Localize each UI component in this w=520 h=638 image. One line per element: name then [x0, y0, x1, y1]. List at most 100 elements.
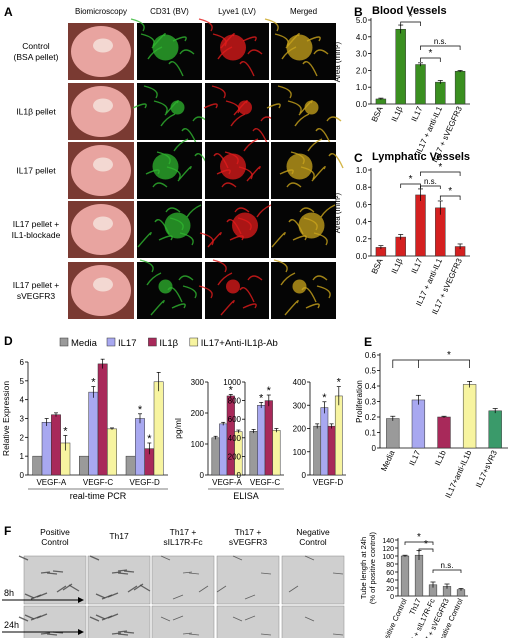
- significance-label: n.s.: [424, 177, 437, 186]
- bar: [107, 428, 117, 476]
- bar: [41, 422, 52, 476]
- bar: [437, 416, 451, 449]
- panel-d-charts: D Media IL17 IL1β IL17+Anti-IL1β-Ab 0 1 2 3 4 5 6 VE…: [1, 334, 346, 501]
- vessel-stroke: [315, 128, 331, 144]
- column-header: Control: [41, 537, 69, 547]
- y-tick-label: 0.6: [365, 351, 377, 360]
- tube-stroke: [46, 633, 58, 636]
- vessel-stroke: [143, 85, 158, 99]
- category-label: BSA: [370, 256, 385, 275]
- tube-stroke: [111, 632, 122, 635]
- fluorescence-blob: [238, 100, 252, 115]
- row-label: IL1-blockade: [12, 230, 61, 240]
- bar: [414, 554, 424, 597]
- category-label: Positive Control: [378, 597, 408, 638]
- y-tick-label: 2: [20, 433, 25, 442]
- bar: [435, 81, 446, 105]
- tube-stroke: [232, 616, 243, 622]
- vessel-stroke: [178, 275, 194, 281]
- fluorescence-blob: [226, 279, 240, 294]
- fluorescence-blob: [232, 212, 258, 239]
- y-axis-label: pg/ml: [173, 418, 183, 439]
- y-tick-label: 0: [372, 444, 377, 453]
- tube-formation-image: [151, 605, 215, 638]
- y-tick-label: 80: [386, 562, 394, 569]
- column-header: Th17 +: [235, 527, 262, 537]
- significance-bracket: [400, 21, 421, 26]
- vessel-stroke: [152, 182, 168, 188]
- y-axis-label: (% of positive control): [368, 531, 377, 604]
- y-tick-label: 5: [20, 377, 25, 386]
- tube-stroke: [244, 594, 256, 600]
- significance-star: *: [229, 384, 234, 396]
- vessel-stroke: [286, 182, 302, 188]
- y-tick-label: 3: [20, 415, 25, 424]
- bar: [488, 410, 502, 449]
- tube-stroke: [260, 633, 272, 636]
- column-header: Positive: [40, 527, 70, 537]
- legend-swatch: [148, 337, 157, 347]
- tube-stroke: [232, 555, 243, 561]
- tube-stroke: [216, 585, 227, 593]
- tube-stroke: [304, 555, 315, 561]
- y-tick-label: 0.1: [365, 429, 377, 438]
- tube-stroke: [46, 572, 58, 575]
- y-tick-label: 1000: [223, 378, 241, 387]
- tube-stroke: [111, 571, 122, 574]
- bar: [79, 455, 89, 476]
- y-tick-label: 2.0: [356, 66, 368, 75]
- vessel-stroke: [230, 113, 246, 127]
- y-axis-label: Relative Expression: [1, 381, 11, 456]
- fluorescence-blob: [286, 34, 313, 61]
- tube-stroke: [160, 616, 171, 622]
- y-tick-label: 0.4: [356, 218, 368, 227]
- tube-formation-image: [216, 605, 280, 638]
- vessel-stroke: [299, 207, 315, 213]
- vessel-stroke: [305, 303, 320, 309]
- bar: [327, 425, 336, 476]
- bar: [454, 70, 466, 105]
- eye-pellet: [93, 38, 113, 53]
- column-header: Th17: [109, 531, 129, 541]
- bar: [415, 194, 426, 257]
- time-label: 8h: [4, 588, 14, 598]
- column-header: CD31 (BV): [150, 7, 189, 16]
- tube-stroke: [172, 594, 184, 600]
- vessel-stroke: [294, 113, 310, 127]
- y-tick-label: 0.4: [365, 382, 377, 391]
- vessel-stroke: [247, 275, 263, 281]
- fluorescence-blob: [152, 153, 179, 180]
- y-tick-label: 200: [228, 452, 242, 461]
- category-label: Media: [379, 449, 397, 473]
- bar: [334, 395, 343, 476]
- vessel-stroke: [287, 100, 302, 114]
- vessel-stroke: [264, 18, 279, 32]
- category-label: BSA: [370, 104, 385, 123]
- vessel-stroke: [198, 18, 213, 32]
- vessel-stroke: [137, 232, 152, 248]
- row-label: sVEGFR3: [17, 291, 56, 301]
- tube-stroke: [40, 632, 51, 635]
- bar: [411, 399, 426, 449]
- vessel-stroke: [280, 272, 296, 286]
- bar: [249, 431, 258, 476]
- panel-letter: D: [4, 334, 13, 348]
- column-header: sIL17R-Fc: [163, 537, 203, 547]
- tube-stroke: [332, 572, 344, 575]
- category-label: IL17+anti-IL1b: [444, 449, 474, 500]
- time-arrow-head: [78, 629, 84, 635]
- vessel-stroke: [186, 204, 202, 218]
- vessel-stroke: [242, 303, 257, 309]
- y-tick-label: 0.2: [365, 413, 377, 422]
- y-axis-label: Area (mm²): [333, 41, 342, 82]
- vessel-stroke: [150, 300, 165, 316]
- row-label: IL17 pellet +: [13, 280, 60, 290]
- category-label: IL17: [410, 257, 425, 275]
- bar: [264, 400, 273, 476]
- significance-label: *: [409, 174, 413, 185]
- significance-bracket: [439, 195, 461, 200]
- bar: [32, 455, 43, 476]
- fluorescence-image: [271, 83, 336, 140]
- tube-stroke: [127, 585, 138, 593]
- vessel-stroke: [130, 18, 145, 32]
